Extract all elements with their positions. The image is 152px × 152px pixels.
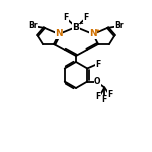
Text: F: F: [108, 90, 113, 99]
Text: B: B: [73, 22, 79, 31]
Text: N: N: [89, 29, 97, 38]
Text: F: F: [96, 92, 101, 101]
Text: −: −: [78, 21, 83, 27]
Text: F: F: [102, 95, 107, 104]
Text: Br: Br: [114, 21, 124, 31]
Text: N: N: [55, 29, 63, 38]
Text: Br: Br: [28, 21, 38, 31]
Text: +: +: [95, 28, 100, 34]
Text: O: O: [94, 77, 100, 86]
Text: F: F: [83, 14, 89, 22]
Text: F: F: [96, 60, 101, 69]
Text: F: F: [63, 14, 69, 22]
